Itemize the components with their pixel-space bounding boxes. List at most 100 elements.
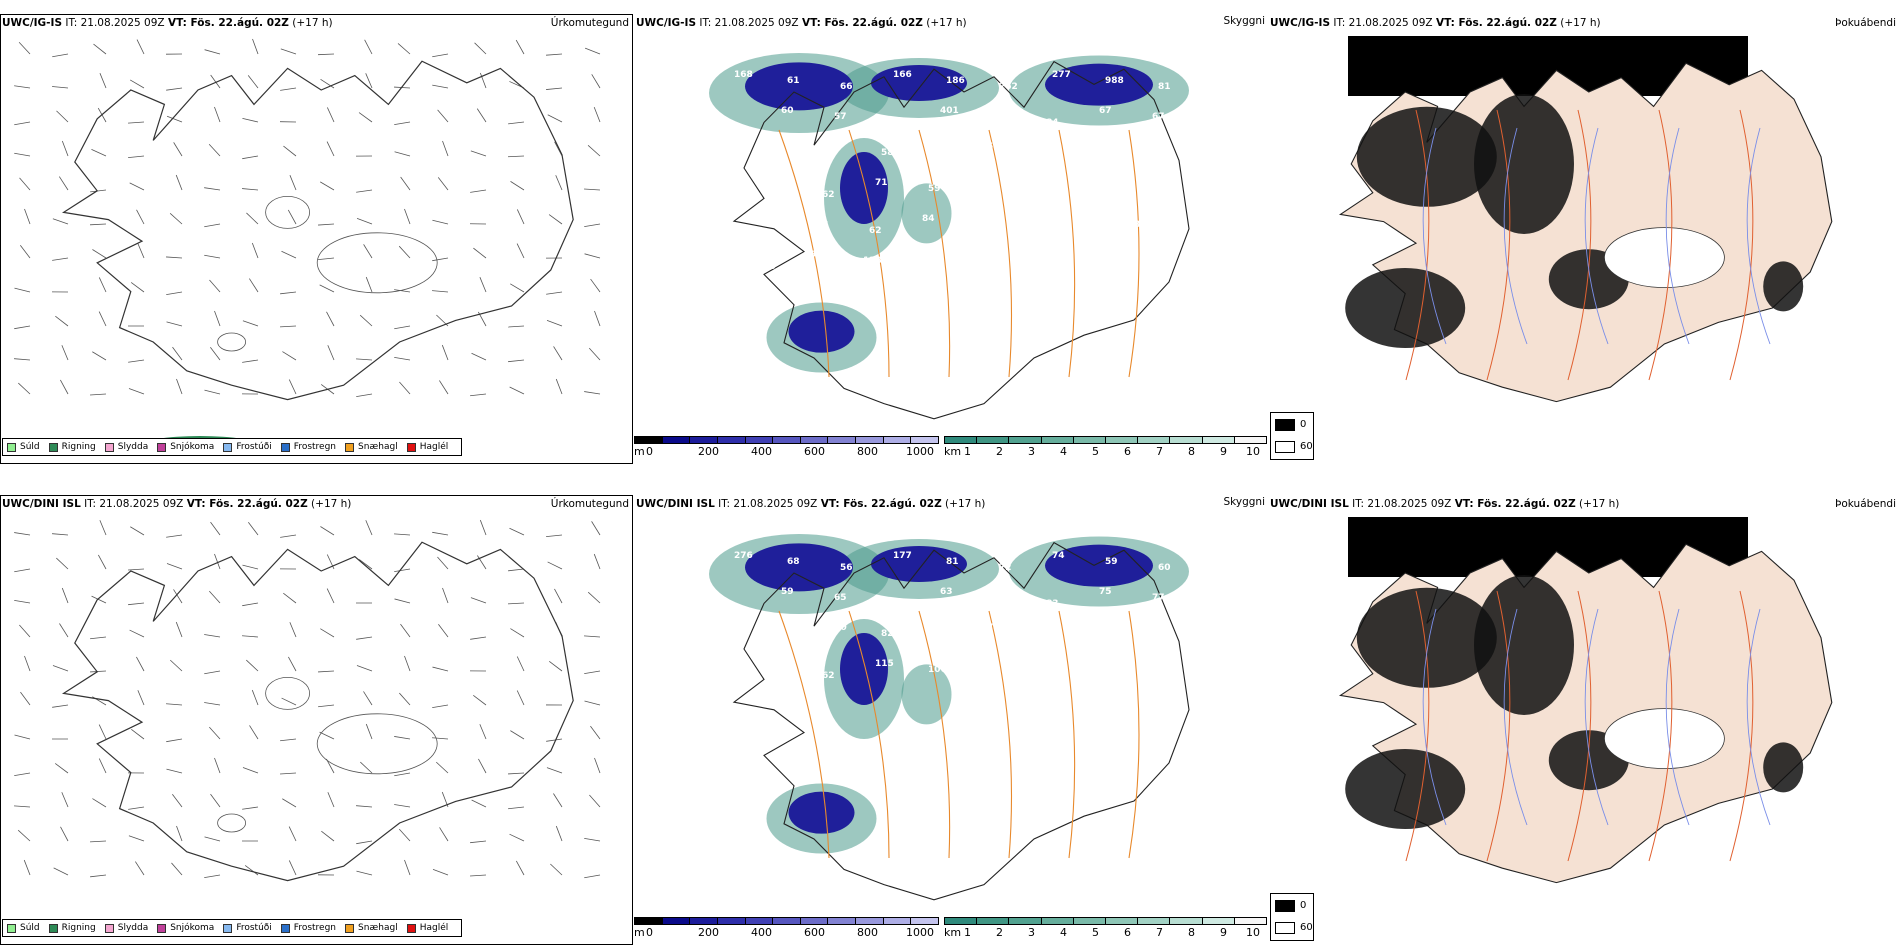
legend-item: Rigning: [48, 923, 96, 933]
wind-barb: [61, 587, 69, 604]
wind-barb: [317, 53, 335, 56]
wind-barb: [508, 325, 525, 328]
cloud-base-value: 89: [1140, 190, 1153, 200]
wind-barb: [90, 840, 107, 843]
tick-label: 0: [646, 445, 653, 458]
wind-barb: [399, 381, 411, 395]
cloud-base-value: 74: [763, 214, 776, 224]
wind-barb: [128, 835, 145, 842]
road-line: [1405, 590, 1430, 862]
wind-barb: [246, 659, 259, 672]
wind-barb: [510, 283, 525, 293]
wind-barb: [584, 700, 601, 706]
legend-label: Súld: [20, 923, 40, 933]
cloud-base-area: [840, 633, 888, 705]
wind-barb: [546, 767, 563, 774]
wind-barb: [584, 837, 601, 842]
wind-barb: [548, 214, 563, 225]
cloud-base-value: 72: [999, 563, 1012, 573]
wind-barb: [98, 277, 107, 293]
tick-label: 10: [1246, 926, 1260, 939]
legend-swatch: [345, 923, 355, 933]
wind-barb: [23, 859, 31, 876]
wind-barb: [282, 798, 297, 808]
cloud-base-value: 84: [922, 214, 935, 224]
cloud-base-value: 276: [734, 551, 753, 561]
road-line: [1128, 129, 1140, 378]
fog-area: [1356, 587, 1497, 688]
river-line: [1584, 608, 1609, 826]
legend-swatch: [280, 442, 290, 452]
wind-barb: [173, 589, 183, 604]
wind-barb: [593, 553, 601, 570]
tick-label: 7: [1156, 445, 1163, 458]
cloud-base-value: 54: [987, 142, 1000, 152]
wind-barb: [584, 253, 601, 259]
cloud-base-value: 262: [999, 82, 1018, 92]
wind-barb: [432, 84, 449, 89]
wind-barb: [432, 257, 449, 262]
precip-type-panel-top: UWC/IG-IS IT: 21.08.2025 09Z VT: Fös. 22…: [0, 14, 633, 464]
legend-item: Frostúði: [223, 442, 272, 452]
wind-barb: [553, 793, 563, 808]
legend-label: Snjókoma: [170, 923, 215, 933]
wind-barb: [14, 358, 31, 361]
wind-barb: [52, 218, 69, 225]
tick-label: 1: [964, 926, 971, 939]
legend-swatch: [157, 442, 167, 452]
wind-barb: [280, 291, 297, 295]
wind-barb: [283, 592, 297, 604]
cloud-base-value: 54: [934, 154, 947, 164]
road-line: [1648, 109, 1673, 381]
wind-barb: [326, 311, 335, 327]
cloud-base-value: 77: [1152, 593, 1165, 603]
legend-label: Haglél: [419, 923, 449, 933]
cloud-base-value: 63: [1040, 148, 1053, 158]
lead-time: (+17 h): [1579, 498, 1620, 510]
wind-barb: [92, 798, 107, 808]
glacier-outline: [265, 676, 311, 710]
wind-barb: [516, 656, 525, 672]
wind-barb: [516, 209, 525, 225]
cloud-base-value: 61: [916, 262, 929, 272]
wind-barb: [282, 351, 297, 361]
wind-barb: [242, 155, 259, 160]
legend-item: Slydda: [104, 442, 148, 452]
cloud-base-value: 129: [993, 112, 1012, 122]
glacier-outline: [316, 713, 438, 775]
cloud-base-value: 81: [1158, 82, 1171, 92]
cloud-base-value: 98: [810, 250, 823, 260]
wind-barb: [508, 359, 525, 363]
wind-barb: [204, 634, 221, 638]
wind-barb: [60, 379, 69, 395]
legend-label: Slydda: [117, 923, 149, 933]
road-line: [848, 129, 890, 378]
wind-barb: [588, 347, 601, 361]
wind-barb: [509, 386, 525, 395]
cloud-base-value: 72: [828, 142, 841, 152]
legend-swatch: [7, 442, 16, 452]
legend-label: Snæhagl: [358, 442, 398, 452]
cloud-base-value: 177: [893, 551, 912, 561]
wind-barb: [14, 152, 31, 157]
tick-label: 200: [698, 445, 719, 458]
wind-barb: [171, 862, 183, 876]
river-line: [1665, 608, 1690, 826]
fog-legend: 0 60: [1270, 893, 1314, 941]
wind-barb: [432, 666, 449, 672]
panel-frame: [0, 495, 633, 945]
wind-barb: [358, 112, 373, 123]
legend-label: Frostúði: [236, 923, 272, 933]
wind-barb: [175, 174, 183, 191]
fog-legend-label: 60: [1300, 922, 1313, 933]
cloud-base-value: 74: [775, 635, 788, 645]
wind-barb: [398, 828, 411, 842]
wind-barb: [288, 656, 297, 672]
valid-time: VT: Fös. 22.ágú. 02Z: [1454, 498, 1576, 510]
road-line: [1128, 610, 1140, 859]
wind-barb: [594, 757, 601, 774]
wind-barb: [470, 393, 487, 397]
wind-barb: [509, 833, 525, 842]
wind-barb: [135, 861, 145, 876]
wind-barb: [136, 209, 145, 225]
